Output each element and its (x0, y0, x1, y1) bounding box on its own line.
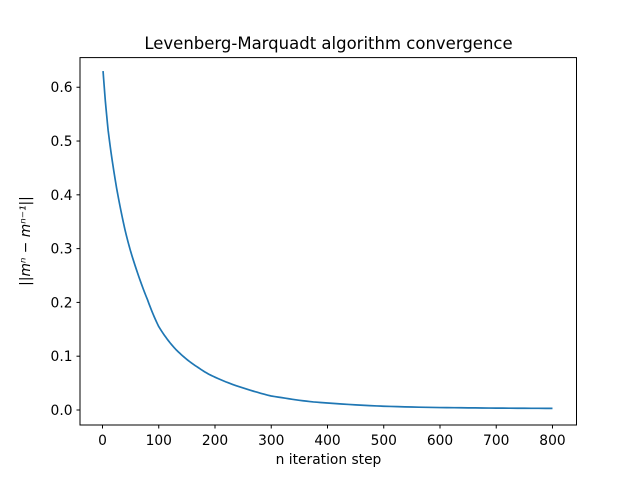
chart-title: Levenberg-Marquadt algorithm convergence (144, 34, 513, 53)
x-tick-label: 400 (314, 433, 340, 449)
x-tick-label: 500 (371, 433, 397, 449)
x-axis-label: n iteration step (275, 452, 382, 468)
x-tick-label: 300 (258, 433, 284, 449)
convergence-curve (102, 71, 553, 410)
x-tick-label: 800 (539, 433, 565, 449)
y-tick-label: 0.4 (51, 188, 73, 204)
x-tick-label: 200 (202, 433, 228, 449)
y-tick-label: 0.2 (51, 295, 73, 311)
x-tick-label: 600 (427, 433, 453, 449)
plot-border (79, 57, 577, 426)
x-tick-label: 100 (146, 433, 172, 449)
x-tick-label: 0 (98, 433, 107, 449)
y-tick-label: 0.3 (51, 242, 73, 258)
y-tick-label: 0.6 (51, 80, 73, 96)
y-tick-label: 0.5 (51, 134, 73, 150)
y-tick-label: 0.0 (51, 403, 73, 419)
x-tick-label: 700 (483, 433, 509, 449)
y-tick-label: 0.1 (51, 349, 73, 365)
